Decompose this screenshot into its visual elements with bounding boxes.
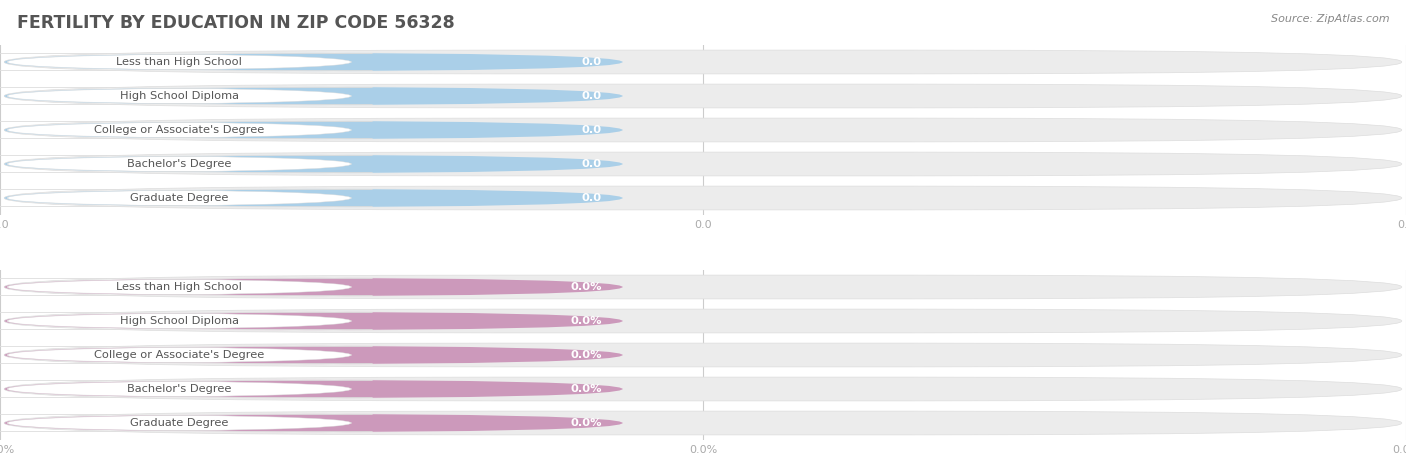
- Text: 0.0%: 0.0%: [571, 418, 602, 428]
- Text: 0.0: 0.0: [582, 57, 602, 67]
- FancyBboxPatch shape: [4, 309, 1402, 333]
- FancyBboxPatch shape: [0, 414, 373, 432]
- FancyBboxPatch shape: [4, 346, 623, 364]
- FancyBboxPatch shape: [4, 87, 623, 105]
- FancyBboxPatch shape: [4, 50, 1402, 74]
- FancyBboxPatch shape: [4, 343, 1402, 367]
- FancyBboxPatch shape: [4, 414, 623, 432]
- Text: College or Associate's Degree: College or Associate's Degree: [94, 125, 264, 135]
- FancyBboxPatch shape: [4, 118, 1402, 142]
- FancyBboxPatch shape: [0, 312, 373, 330]
- FancyBboxPatch shape: [4, 53, 623, 71]
- FancyBboxPatch shape: [4, 380, 623, 398]
- FancyBboxPatch shape: [4, 155, 623, 173]
- FancyBboxPatch shape: [4, 312, 623, 330]
- FancyBboxPatch shape: [4, 188, 623, 208]
- Text: High School Diploma: High School Diploma: [120, 91, 239, 101]
- Text: Less than High School: Less than High School: [117, 282, 242, 292]
- FancyBboxPatch shape: [4, 275, 1402, 299]
- FancyBboxPatch shape: [4, 186, 1402, 210]
- Text: 0.0: 0.0: [582, 125, 602, 135]
- FancyBboxPatch shape: [0, 87, 373, 105]
- FancyBboxPatch shape: [0, 380, 373, 397]
- Text: 0.0%: 0.0%: [571, 350, 602, 360]
- FancyBboxPatch shape: [0, 189, 373, 207]
- Text: Less than High School: Less than High School: [117, 57, 242, 67]
- Text: Bachelor's Degree: Bachelor's Degree: [127, 159, 232, 169]
- Text: 0.0%: 0.0%: [571, 384, 602, 394]
- Text: 0.0%: 0.0%: [571, 316, 602, 326]
- FancyBboxPatch shape: [4, 84, 1402, 108]
- Text: 0.0: 0.0: [582, 193, 602, 203]
- Text: Graduate Degree: Graduate Degree: [131, 418, 228, 428]
- Text: Bachelor's Degree: Bachelor's Degree: [127, 384, 232, 394]
- Text: 0.0: 0.0: [582, 159, 602, 169]
- FancyBboxPatch shape: [4, 278, 623, 297]
- Text: High School Diploma: High School Diploma: [120, 316, 239, 326]
- FancyBboxPatch shape: [4, 411, 1402, 435]
- Text: 0.0: 0.0: [582, 91, 602, 101]
- Text: College or Associate's Degree: College or Associate's Degree: [94, 350, 264, 360]
- FancyBboxPatch shape: [0, 155, 373, 173]
- Text: Source: ZipAtlas.com: Source: ZipAtlas.com: [1271, 14, 1389, 24]
- FancyBboxPatch shape: [4, 152, 1402, 176]
- FancyBboxPatch shape: [0, 278, 373, 296]
- FancyBboxPatch shape: [4, 120, 623, 139]
- FancyBboxPatch shape: [4, 377, 1402, 401]
- Text: Graduate Degree: Graduate Degree: [131, 193, 228, 203]
- Text: 0.0%: 0.0%: [571, 282, 602, 292]
- FancyBboxPatch shape: [0, 53, 373, 70]
- Text: FERTILITY BY EDUCATION IN ZIP CODE 56328: FERTILITY BY EDUCATION IN ZIP CODE 56328: [17, 14, 454, 32]
- FancyBboxPatch shape: [0, 347, 373, 364]
- FancyBboxPatch shape: [0, 121, 373, 139]
